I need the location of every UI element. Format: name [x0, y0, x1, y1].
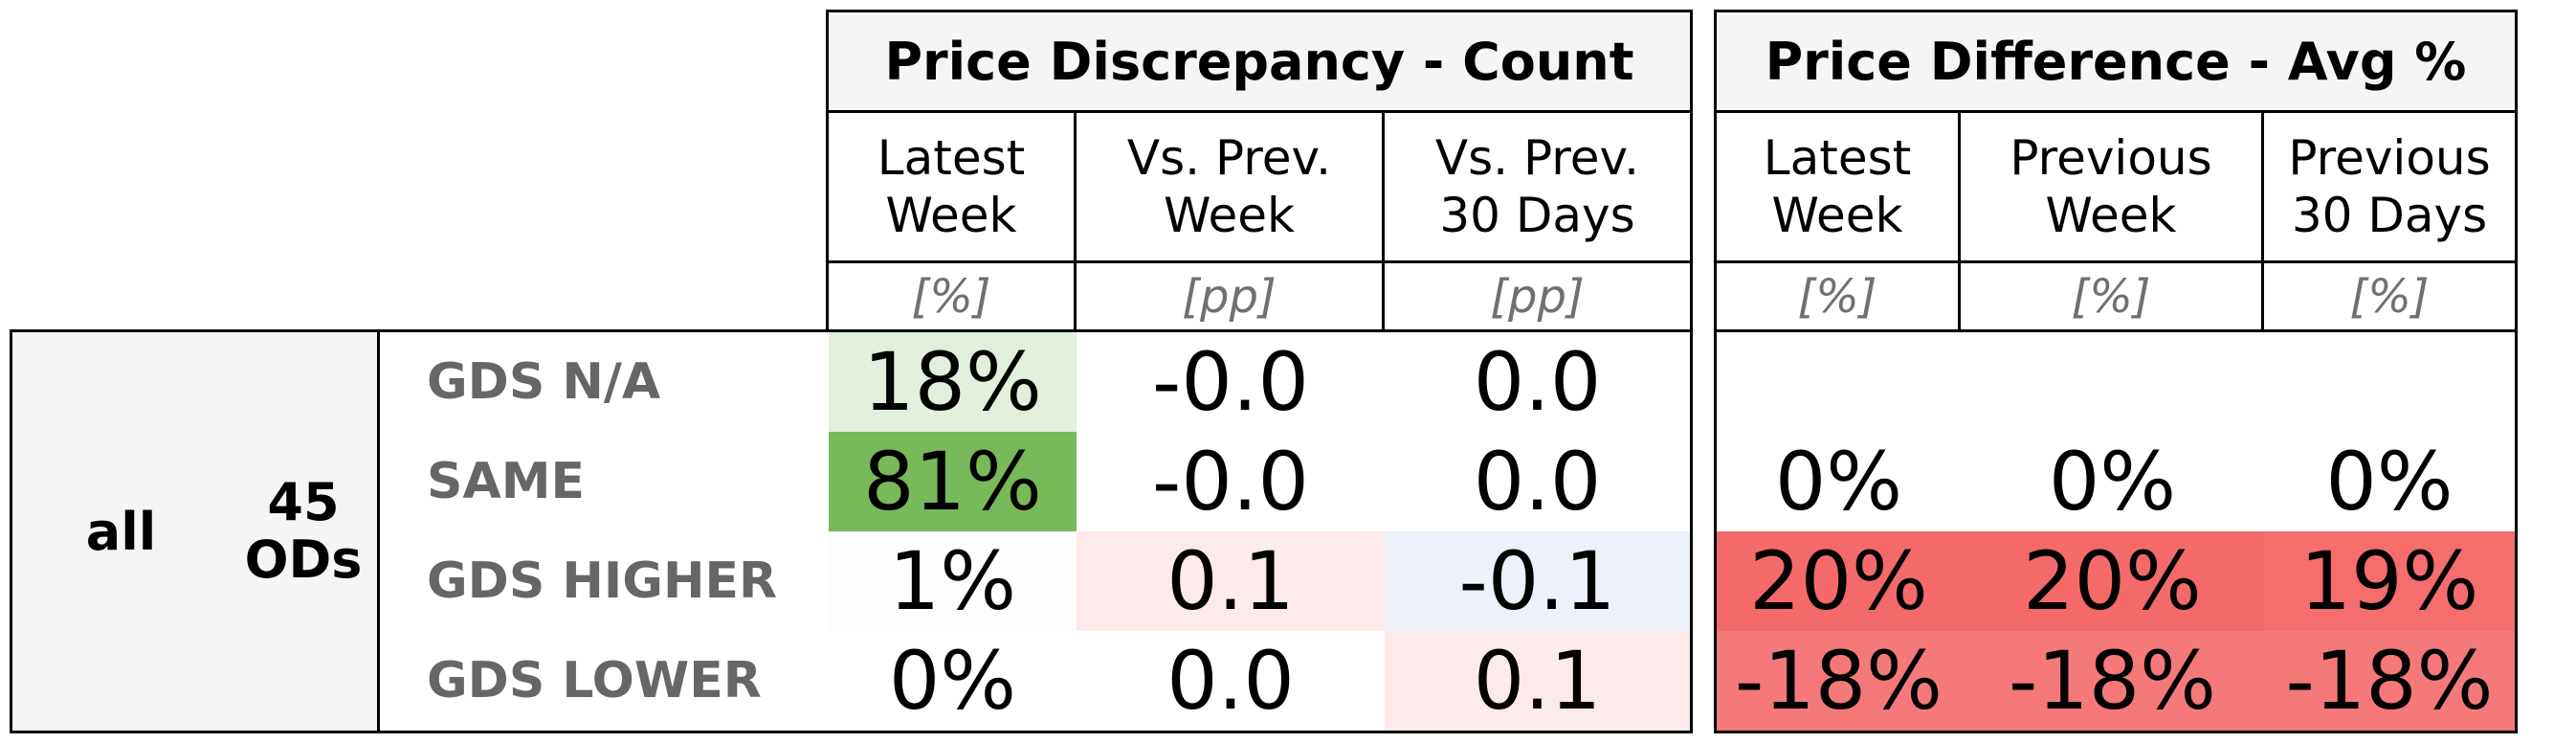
avg-cell: -18% [1961, 631, 2264, 731]
count-cell: 0.1 [1077, 531, 1385, 631]
row-label-gds-higher: GDS HIGHER [427, 552, 778, 610]
avg-cell: 0% [1717, 432, 1961, 531]
count-cell: 0.0 [1077, 631, 1385, 731]
avg-cell: 0% [1961, 432, 2264, 531]
count-col-header-latest-week: Latest Week [877, 130, 1026, 243]
avg-unit-latest-week: [%] [1797, 269, 1877, 324]
group-ods-label: 45 ODs [244, 472, 363, 590]
group-divider [377, 329, 380, 733]
avg-cell [1717, 332, 1961, 432]
avg-section-title: Price Difference - Avg % [1717, 12, 2515, 110]
count-cell: 0.0 [1385, 432, 1690, 531]
count-cell: -0.1 [1385, 531, 1690, 631]
row-label-gds-lower: GDS LOWER [427, 652, 762, 709]
count-section-title: Price Discrepancy - Count [829, 12, 1690, 110]
avg-cell: -18% [1717, 631, 1961, 731]
count-col-header-vs-prev-week: Vs. Prev. Week [1126, 130, 1332, 243]
count-col-header-vs-prev-30-days: Vs. Prev. 30 Days [1434, 130, 1640, 243]
count-cell: 0.1 [1385, 631, 1690, 731]
avg-cell: 20% [1717, 531, 1961, 631]
count-unit-latest-week: [%] [911, 269, 991, 324]
avg-col-header-previous-week: Previous Week [2010, 130, 2212, 243]
count-cell: -0.0 [1077, 332, 1385, 432]
avg-cell [2264, 332, 2515, 432]
avg-unit-previous-week: [%] [2071, 269, 2151, 324]
count-unit-vs-prev-30-days: [pp] [1490, 269, 1585, 324]
body-right-box [1714, 329, 2518, 733]
avg-cell [1961, 332, 2264, 432]
count-cell: 18% [829, 332, 1077, 432]
avg-cell: 19% [2264, 531, 2515, 631]
group-label-panel [12, 332, 377, 731]
count-cell: 1% [829, 531, 1077, 631]
count-cell: 0.0 [1385, 332, 1690, 432]
avg-unit-previous-30-days: [%] [2349, 269, 2430, 324]
group-all-label: all [85, 501, 157, 562]
avg-col-header-latest-week: Latest Week [1763, 130, 1912, 243]
avg-col-header-previous-30-days: Previous 30 Days [2288, 130, 2491, 243]
avg-cell: 0% [2264, 432, 2515, 531]
count-unit-vs-prev-week: [pp] [1182, 269, 1277, 324]
count-cell: -0.0 [1077, 432, 1385, 531]
count-cell: 81% [829, 432, 1077, 531]
body-left-box [10, 329, 1693, 733]
count-cell: 0% [829, 631, 1077, 731]
row-label-same: SAME [427, 453, 585, 510]
avg-cell: -18% [2264, 631, 2515, 731]
row-label-gds-na: GDS N/A [427, 353, 661, 411]
avg-cell: 20% [1961, 531, 2264, 631]
